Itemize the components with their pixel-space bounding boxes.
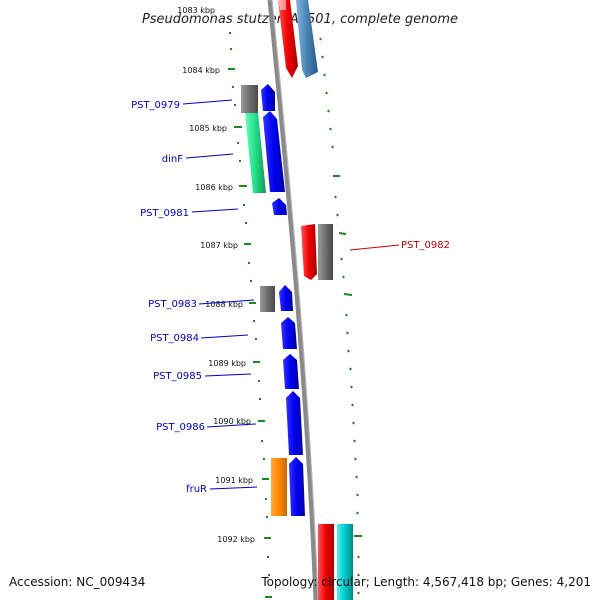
feature-red-bottom[interactable] <box>318 524 334 600</box>
outer-dotted-ring <box>319 37 362 595</box>
tick-label-1083: 1083 kbp <box>177 6 215 15</box>
tick-label-1090: 1090 kbp <box>213 417 251 426</box>
feature-gray-pst0983[interactable] <box>260 286 275 312</box>
feature-blue-pst0985[interactable] <box>283 354 299 389</box>
inner-dotted-ring <box>228 32 272 598</box>
tick-label-1092: 1092 kbp <box>217 535 255 544</box>
feature-orange-frur[interactable] <box>271 458 287 516</box>
feature-gray-pst0979[interactable] <box>241 85 258 113</box>
feature-green-dinf[interactable] <box>245 113 266 193</box>
feature-blue-pst0984[interactable] <box>281 317 297 349</box>
feature-gray-2[interactable] <box>318 224 333 280</box>
leader-line-pst0979 <box>182 99 233 105</box>
leader-line-pst0984 <box>200 334 249 339</box>
feature-blue-pst0981[interactable] <box>272 198 287 215</box>
feature-top-red[interactable] <box>278 0 298 78</box>
tick-label-1089: 1089 kbp <box>208 359 246 368</box>
feature-blue-frur[interactable] <box>289 457 305 516</box>
gene-label-pst0982[interactable]: PST_0982 <box>401 240 450 251</box>
feature-top-steelblue[interactable] <box>296 0 318 78</box>
genome-backbone <box>267 0 319 600</box>
leader-line-pst0985 <box>204 373 252 377</box>
gene-label-pst0985[interactable]: PST_0985 <box>153 371 202 382</box>
feature-red-pst0982[interactable] <box>301 224 317 280</box>
backbone-highlight <box>271 0 319 600</box>
leader-line-dinf <box>185 153 234 159</box>
gene-label-pst0983[interactable]: PST_0983 <box>148 299 197 310</box>
gene-label-pst0984[interactable]: PST_0984 <box>150 333 199 344</box>
leader-line-pst0981 <box>191 208 239 213</box>
leader-line-pst0986 <box>206 423 257 428</box>
feature-blue-pst0983[interactable] <box>279 285 293 311</box>
feature-blue-1[interactable] <box>261 84 275 111</box>
gene-label-pst0981[interactable]: PST_0981 <box>140 208 189 219</box>
gene-label-frur[interactable]: fruR <box>186 484 207 495</box>
feature-blue-pst0986[interactable] <box>286 391 303 455</box>
accession-text: Accession: NC_009434 <box>9 575 146 589</box>
leader-line-frur <box>209 486 258 490</box>
gene-label-dinf[interactable]: dinF <box>162 154 183 165</box>
leader-line-pst0983 <box>198 299 255 305</box>
tick-label-1085: 1085 kbp <box>189 124 227 133</box>
tick-label-1088: 1088 kbp <box>205 300 243 309</box>
gene-label-pst0986[interactable]: PST_0986 <box>156 422 205 433</box>
feature-blue-2[interactable] <box>263 111 285 192</box>
leader-line-pst0982 <box>349 244 400 251</box>
tick-label-1084: 1084 kbp <box>182 66 220 75</box>
tick-label-1091: 1091 kbp <box>215 476 253 485</box>
topology-text: Topology: circular; Length: 4,567,418 bp… <box>261 575 591 589</box>
gene-label-pst0979[interactable]: PST_0979 <box>131 100 180 111</box>
feature-cyan-bottom[interactable] <box>337 524 353 600</box>
tick-label-1087: 1087 kbp <box>200 241 238 250</box>
tick-label-1086: 1086 kbp <box>195 183 233 192</box>
